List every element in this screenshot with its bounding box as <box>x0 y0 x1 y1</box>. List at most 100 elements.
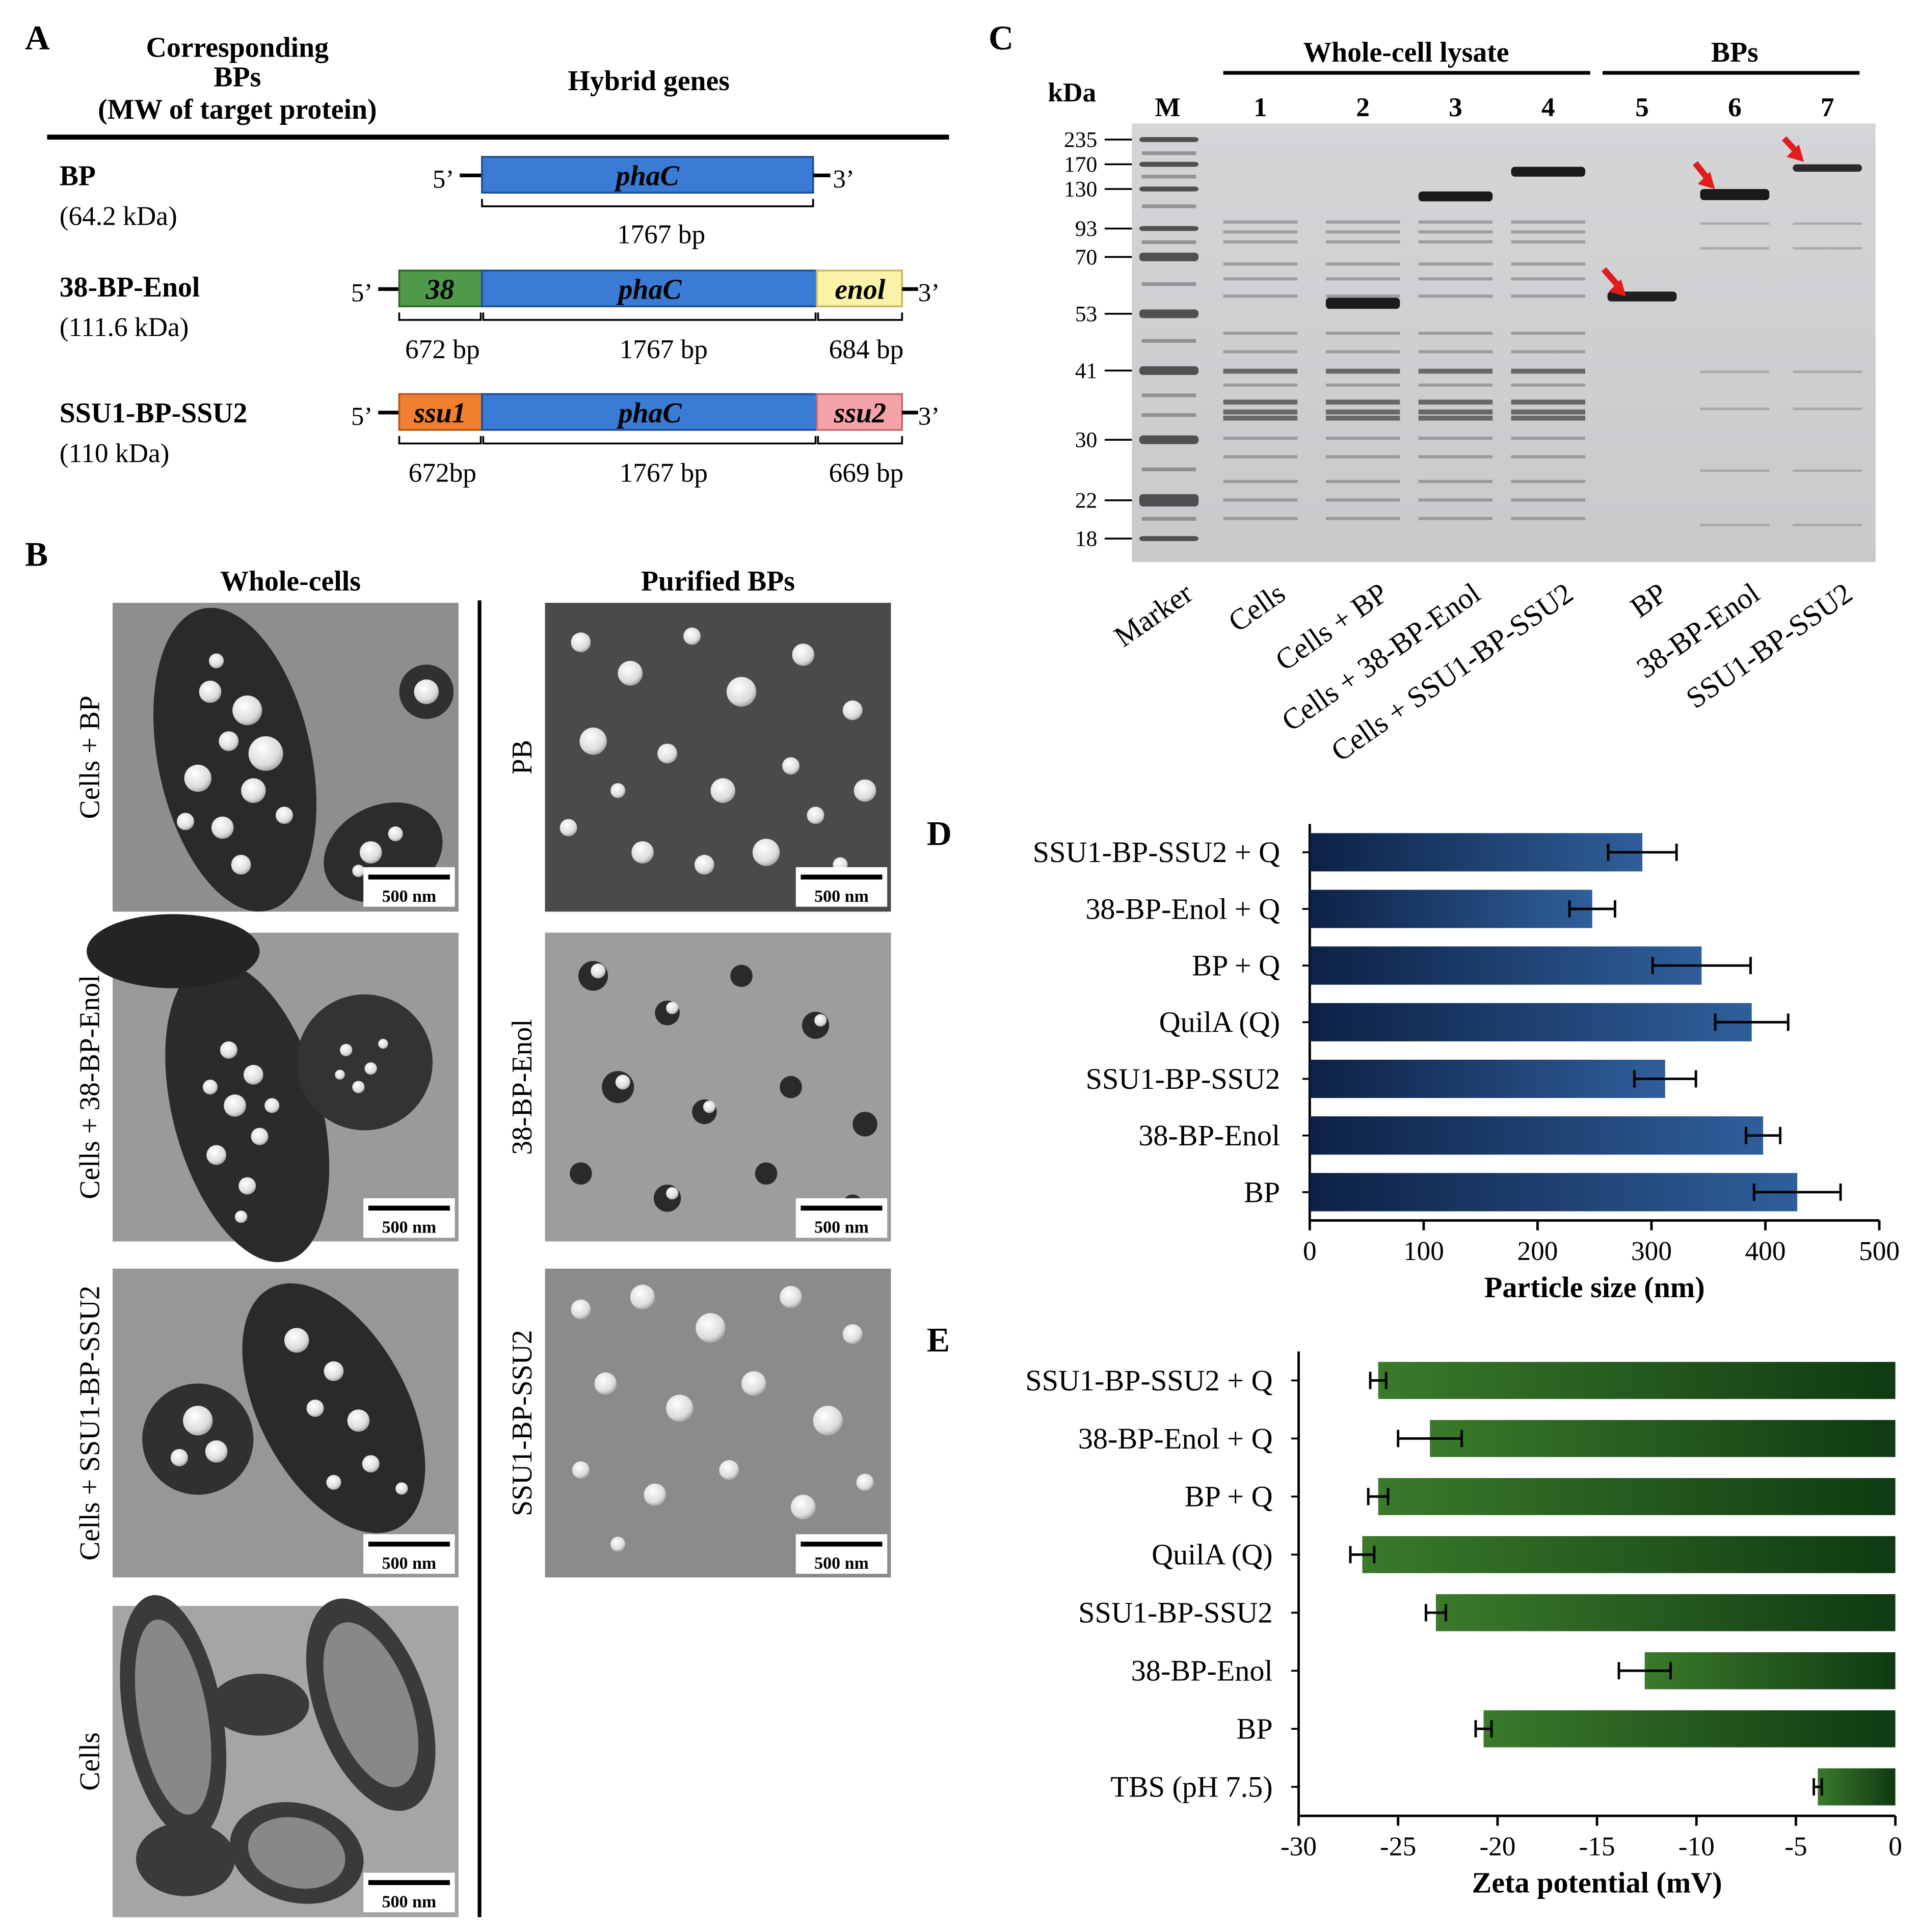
x-tick-label-2: -20 <box>1479 1831 1515 1862</box>
marker-band-minor <box>1141 204 1196 208</box>
row-enol-segment-phac <box>481 270 818 308</box>
lysate-band <box>1511 262 1586 266</box>
lysate-band <box>1418 383 1493 387</box>
category-label-3: QuilA (Q) <box>1159 1006 1281 1039</box>
lysate-band <box>1418 455 1493 459</box>
category-label-5: 38-BP-Enol <box>1131 1654 1273 1687</box>
panel-a-header-line2: BPs <box>214 62 261 93</box>
row-ssu-segment-ssu2 <box>816 393 903 431</box>
band-38-bp-enol-purified <box>1700 189 1770 200</box>
lysate-band <box>1418 277 1493 281</box>
marker-band-minor <box>1141 282 1196 286</box>
purified-minor-band <box>1700 524 1770 526</box>
category-label-2: BP + Q <box>1185 1480 1273 1513</box>
marker-band <box>1139 366 1199 375</box>
row-enol-bp-2: 1767 bp <box>620 334 708 364</box>
bar-5 <box>1644 1652 1896 1689</box>
marker-band <box>1139 309 1199 318</box>
lane-number-4: 4 <box>1541 92 1555 122</box>
band-cells-bp-target <box>1325 298 1400 309</box>
bar-5 <box>1310 1116 1764 1155</box>
category-label-1: 38-BP-Enol + Q <box>1078 1422 1273 1455</box>
svg-text:500 nm: 500 nm <box>382 1554 437 1573</box>
lysate-band <box>1223 230 1298 234</box>
row-ssu-bracket-1 <box>398 436 482 445</box>
purified-minor-band <box>1793 222 1862 225</box>
row-enol-bp-1: 672 bp <box>405 334 480 364</box>
x-tick-label-5: -5 <box>1784 1831 1807 1862</box>
row-enol-bracket-2 <box>482 312 817 321</box>
group-whole-cell-lysate: Whole-cell lysate <box>1303 37 1509 68</box>
marker-band-minor <box>1141 240 1196 244</box>
lysate-band <box>1511 455 1586 459</box>
row-ssu-bracket-3 <box>817 436 903 445</box>
x-tick-label-3: -15 <box>1579 1831 1615 1862</box>
lysate-band <box>1511 331 1586 335</box>
purified-minor-band <box>1793 524 1862 526</box>
scale-bar-6: 500 nm <box>795 1198 888 1238</box>
category-label-6: BP <box>1236 1712 1272 1746</box>
lysate-band <box>1325 517 1400 520</box>
lane-m-label: M <box>1155 92 1180 122</box>
bar-7 <box>1818 1768 1896 1806</box>
row-enol-segment-phac-label: phaC <box>617 274 682 306</box>
lysate-band <box>1511 415 1586 421</box>
bar-0 <box>1310 833 1643 872</box>
lane-numbers: 1 2 3 4 5 6 7 <box>1254 92 1834 122</box>
category-label-7: TBS (pH 7.5) <box>1110 1770 1272 1804</box>
bar-4 <box>1310 1059 1665 1098</box>
marker-band-minor <box>1141 175 1196 179</box>
bar-6 <box>1483 1710 1896 1748</box>
lysate-band <box>1418 415 1493 421</box>
svg-text:500 nm: 500 nm <box>814 1554 869 1573</box>
lysate-band <box>1223 368 1298 374</box>
lysate-band <box>1223 220 1298 224</box>
panel-b: B Whole-cells Purified BPs <box>25 535 891 1917</box>
lysate-band <box>1325 230 1400 234</box>
lysate-band <box>1325 277 1400 281</box>
lysate-band <box>1223 294 1298 298</box>
marker-170: 170 <box>1064 152 1097 177</box>
category-label-3: QuilA (Q) <box>1152 1538 1273 1571</box>
marker-22: 22 <box>1075 488 1098 513</box>
marker-130: 130 <box>1064 177 1097 202</box>
marker-235: 235 <box>1064 128 1097 152</box>
lysate-band <box>1418 240 1493 244</box>
lysate-band <box>1511 517 1586 520</box>
lysate-band <box>1418 294 1493 298</box>
bar-2 <box>1310 946 1702 985</box>
marker-band <box>1139 435 1199 444</box>
lane-number-6: 6 <box>1728 92 1742 122</box>
row-ssu-segment-ssu1 <box>398 393 483 431</box>
tem-image-ssu1-bp-ssu2 <box>545 1269 891 1578</box>
bar-3 <box>1310 1003 1752 1041</box>
marker-band <box>1139 137 1199 142</box>
lysate-band <box>1418 350 1493 354</box>
row-enol-end3: 3’ <box>918 279 940 308</box>
bar-4 <box>1435 1594 1896 1631</box>
scale-bar-2: 500 nm <box>363 1198 455 1238</box>
panel-a-header-hybrid: Hybrid genes <box>568 65 729 97</box>
target-band-arrow-38-bp-enol <box>1693 161 1715 189</box>
x-tick-label-1: 100 <box>1403 1236 1444 1266</box>
row-ssu-name: SSU1-BP-SSU2 <box>60 397 248 429</box>
bar-2 <box>1378 1478 1896 1515</box>
row-enol-bracket-3 <box>817 312 903 321</box>
lysate-band <box>1325 498 1400 502</box>
row-bp-segment-phac-label: phaC <box>614 160 680 192</box>
panel-b-col1-title: Whole-cells <box>220 566 361 597</box>
tem-label-cells-bp: Cells + BP <box>74 695 105 819</box>
bar-6 <box>1310 1173 1798 1212</box>
lysate-band <box>1223 399 1298 405</box>
lysate-band <box>1223 455 1298 459</box>
scale-bar-3: 500 nm <box>363 1534 455 1574</box>
lysate-band <box>1418 331 1493 335</box>
purified-minor-band <box>1793 408 1862 410</box>
svg-text:500 nm: 500 nm <box>814 887 869 906</box>
tem-image-cells-ssu1-bp-ssu2 <box>112 1269 459 1578</box>
lysate-band <box>1223 498 1298 502</box>
band-cells-ssu-target <box>1511 167 1586 177</box>
marker-band <box>1139 536 1199 541</box>
lysate-band <box>1511 230 1586 234</box>
category-label-1: 38-BP-Enol + Q <box>1085 892 1280 925</box>
